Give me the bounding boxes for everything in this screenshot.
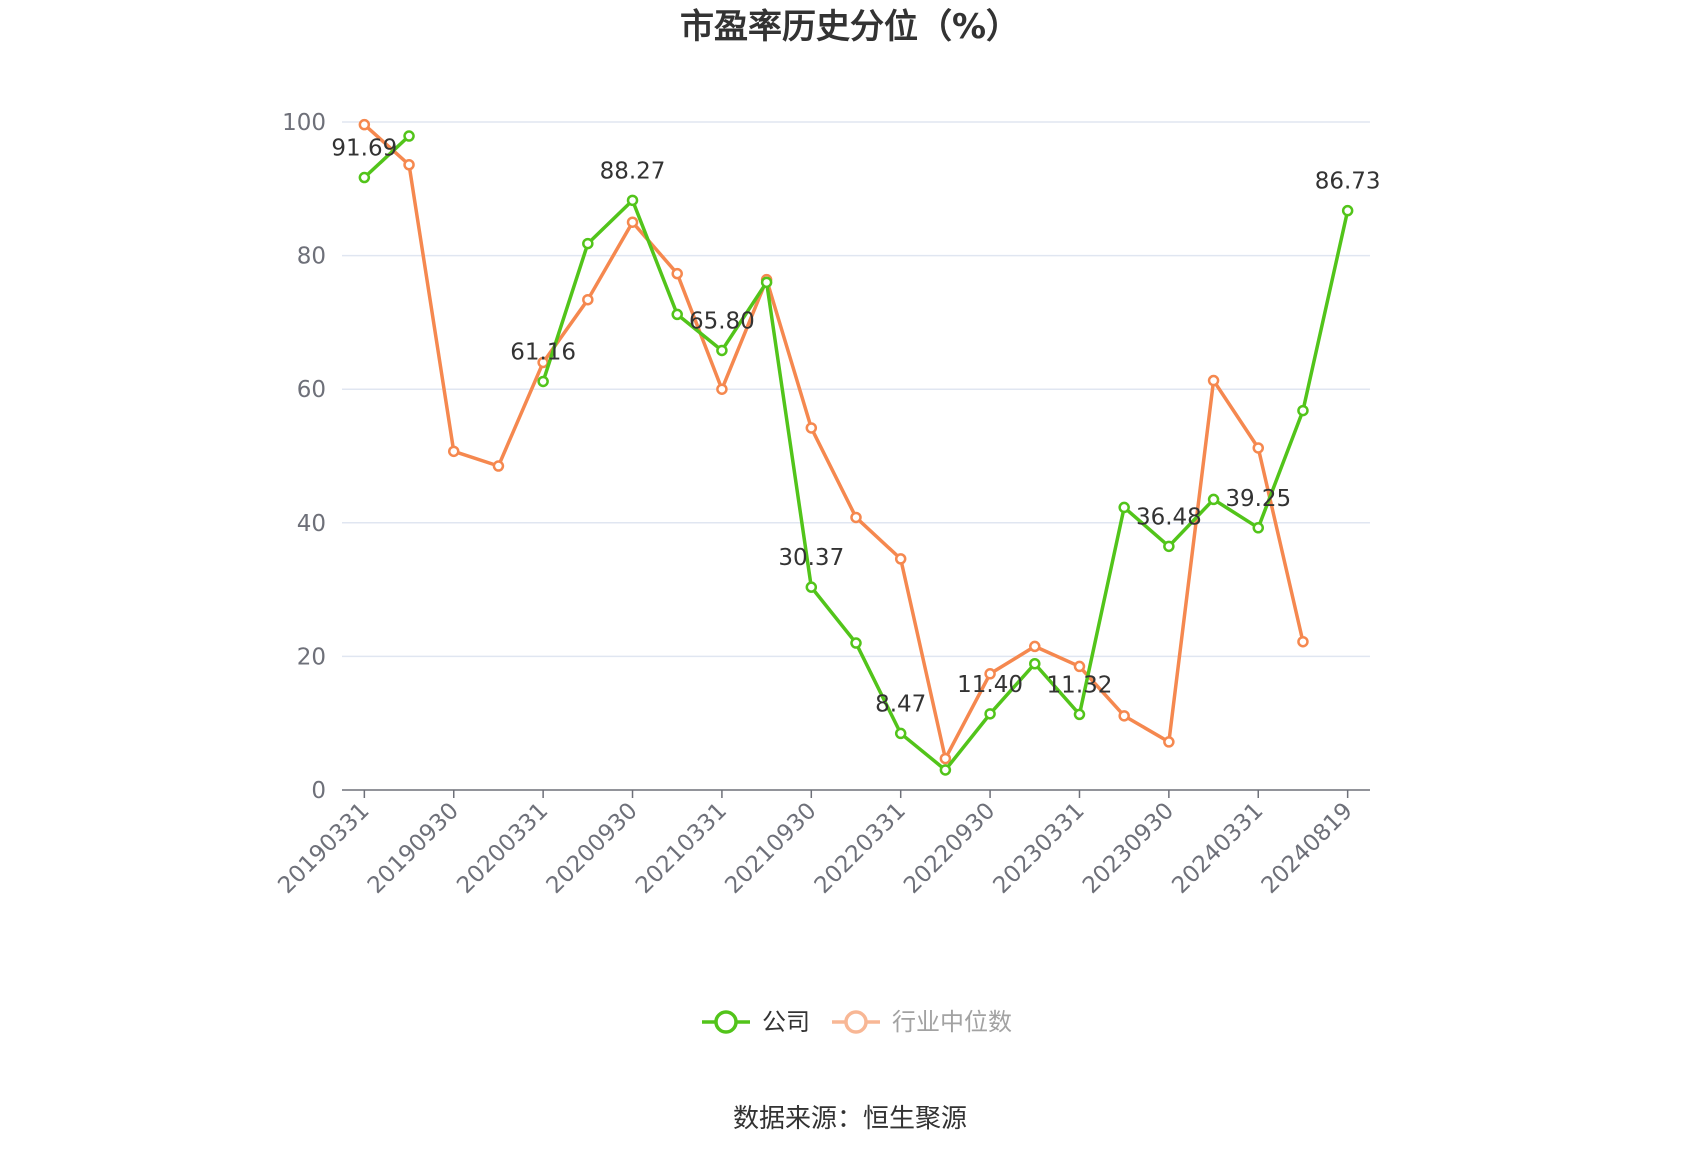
legend-item-0[interactable]: 公司 <box>702 1008 810 1036</box>
data-point[interactable] <box>358 171 371 184</box>
x-tick-label: 20220331 <box>810 798 911 899</box>
data-point[interactable] <box>447 445 460 458</box>
data-point[interactable] <box>1029 657 1041 670</box>
data-point[interactable] <box>894 727 907 740</box>
data-point[interactable] <box>582 237 594 250</box>
data-label: 8.47 <box>875 691 926 717</box>
y-tick-label: 0 <box>311 778 326 804</box>
data-point[interactable] <box>716 383 728 395</box>
y-axis: 0 20 40 60 80 100 <box>282 110 326 804</box>
data-point[interactable] <box>1118 501 1130 514</box>
data-point[interactable] <box>582 293 594 306</box>
data-point[interactable] <box>626 194 639 207</box>
data-point[interactable] <box>894 553 907 565</box>
x-tick-label: 20190930 <box>363 798 464 899</box>
x-tick-label: 20220930 <box>899 798 1000 899</box>
data-label: 65.80 <box>689 308 755 334</box>
legend-marker <box>844 1010 868 1034</box>
x-tick-label: 20200930 <box>542 798 643 899</box>
data-point[interactable] <box>805 581 818 593</box>
data-point[interactable] <box>1207 374 1220 387</box>
x-tick-label: 20210331 <box>631 798 732 899</box>
series-0 <box>358 130 1354 776</box>
legend-label: 行业中位数 <box>892 1008 1012 1036</box>
data-point[interactable] <box>984 708 996 720</box>
data-label: 36.48 <box>1136 504 1202 530</box>
data-point[interactable] <box>939 764 952 776</box>
data-point[interactable] <box>1297 404 1309 417</box>
data-point[interactable] <box>805 422 818 434</box>
y-tick-label: 100 <box>282 110 326 136</box>
data-point[interactable] <box>1163 736 1175 748</box>
legend-marker <box>714 1010 738 1034</box>
x-tick-label: 20210930 <box>720 798 821 899</box>
series-layer <box>358 118 1354 776</box>
data-point[interactable] <box>1341 204 1354 217</box>
x-tick-label: 20240331 <box>1167 798 1268 899</box>
data-point[interactable] <box>671 308 683 321</box>
y-tick-label: 40 <box>297 511 326 537</box>
x-tick-label: 20200331 <box>452 798 553 899</box>
data-point[interactable] <box>403 130 415 142</box>
data-labels: 91.69 61.16 88.27 65.80 30.37 8.47 11.40 11.32 3… <box>331 136 1380 718</box>
series-line <box>363 134 411 179</box>
data-point[interactable] <box>716 344 728 357</box>
legend-item-1[interactable]: 行业中位数 <box>832 1008 1012 1036</box>
data-point[interactable] <box>760 276 773 289</box>
y-tick-label: 80 <box>297 244 326 270</box>
data-point[interactable] <box>537 375 549 388</box>
data-point[interactable] <box>939 752 952 765</box>
data-label: 11.32 <box>1047 672 1113 698</box>
x-tick-label: 20230930 <box>1078 798 1179 899</box>
data-label: 86.73 <box>1315 169 1381 195</box>
chart-title: 市盈率历史分位（%） <box>680 7 1020 47</box>
y-tick-label: 60 <box>297 377 326 403</box>
data-label: 91.69 <box>331 136 397 162</box>
data-point[interactable] <box>358 118 371 131</box>
data-point[interactable] <box>1029 640 1041 653</box>
data-point[interactable] <box>1297 635 1309 648</box>
data-point[interactable] <box>1163 540 1175 553</box>
x-tick-label: 20240819 <box>1257 798 1358 899</box>
grid <box>342 121 1370 658</box>
data-label: 39.25 <box>1225 486 1291 512</box>
series-line <box>363 123 1305 761</box>
data-point[interactable] <box>1118 710 1130 722</box>
data-point[interactable] <box>1073 708 1086 721</box>
x-tick-label: 20190331 <box>273 798 374 899</box>
x-tick-label: 20230331 <box>989 798 1090 899</box>
data-point[interactable] <box>1252 442 1265 454</box>
series-1 <box>358 118 1309 765</box>
data-source: 数据来源：恒生聚源 <box>733 1104 967 1134</box>
data-label: 61.16 <box>510 339 576 365</box>
x-axis: 2019033120190930202003312020093020210331… <box>273 789 1370 899</box>
data-label: 11.40 <box>957 672 1023 698</box>
y-tick-label: 20 <box>297 644 326 670</box>
data-point[interactable] <box>492 460 505 472</box>
data-label: 88.27 <box>600 158 666 184</box>
data-label: 30.37 <box>778 545 844 571</box>
data-point[interactable] <box>850 637 862 649</box>
data-point[interactable] <box>984 668 996 680</box>
data-point[interactable] <box>403 159 415 171</box>
data-point[interactable] <box>671 267 683 280</box>
legend-label: 公司 <box>762 1008 810 1036</box>
data-point[interactable] <box>1073 660 1086 673</box>
data-point[interactable] <box>850 511 862 524</box>
data-point[interactable] <box>1207 493 1220 506</box>
legend[interactable]: 公司 行业中位数 <box>702 1008 1012 1036</box>
data-point[interactable] <box>1252 522 1265 534</box>
data-point[interactable] <box>626 216 639 228</box>
